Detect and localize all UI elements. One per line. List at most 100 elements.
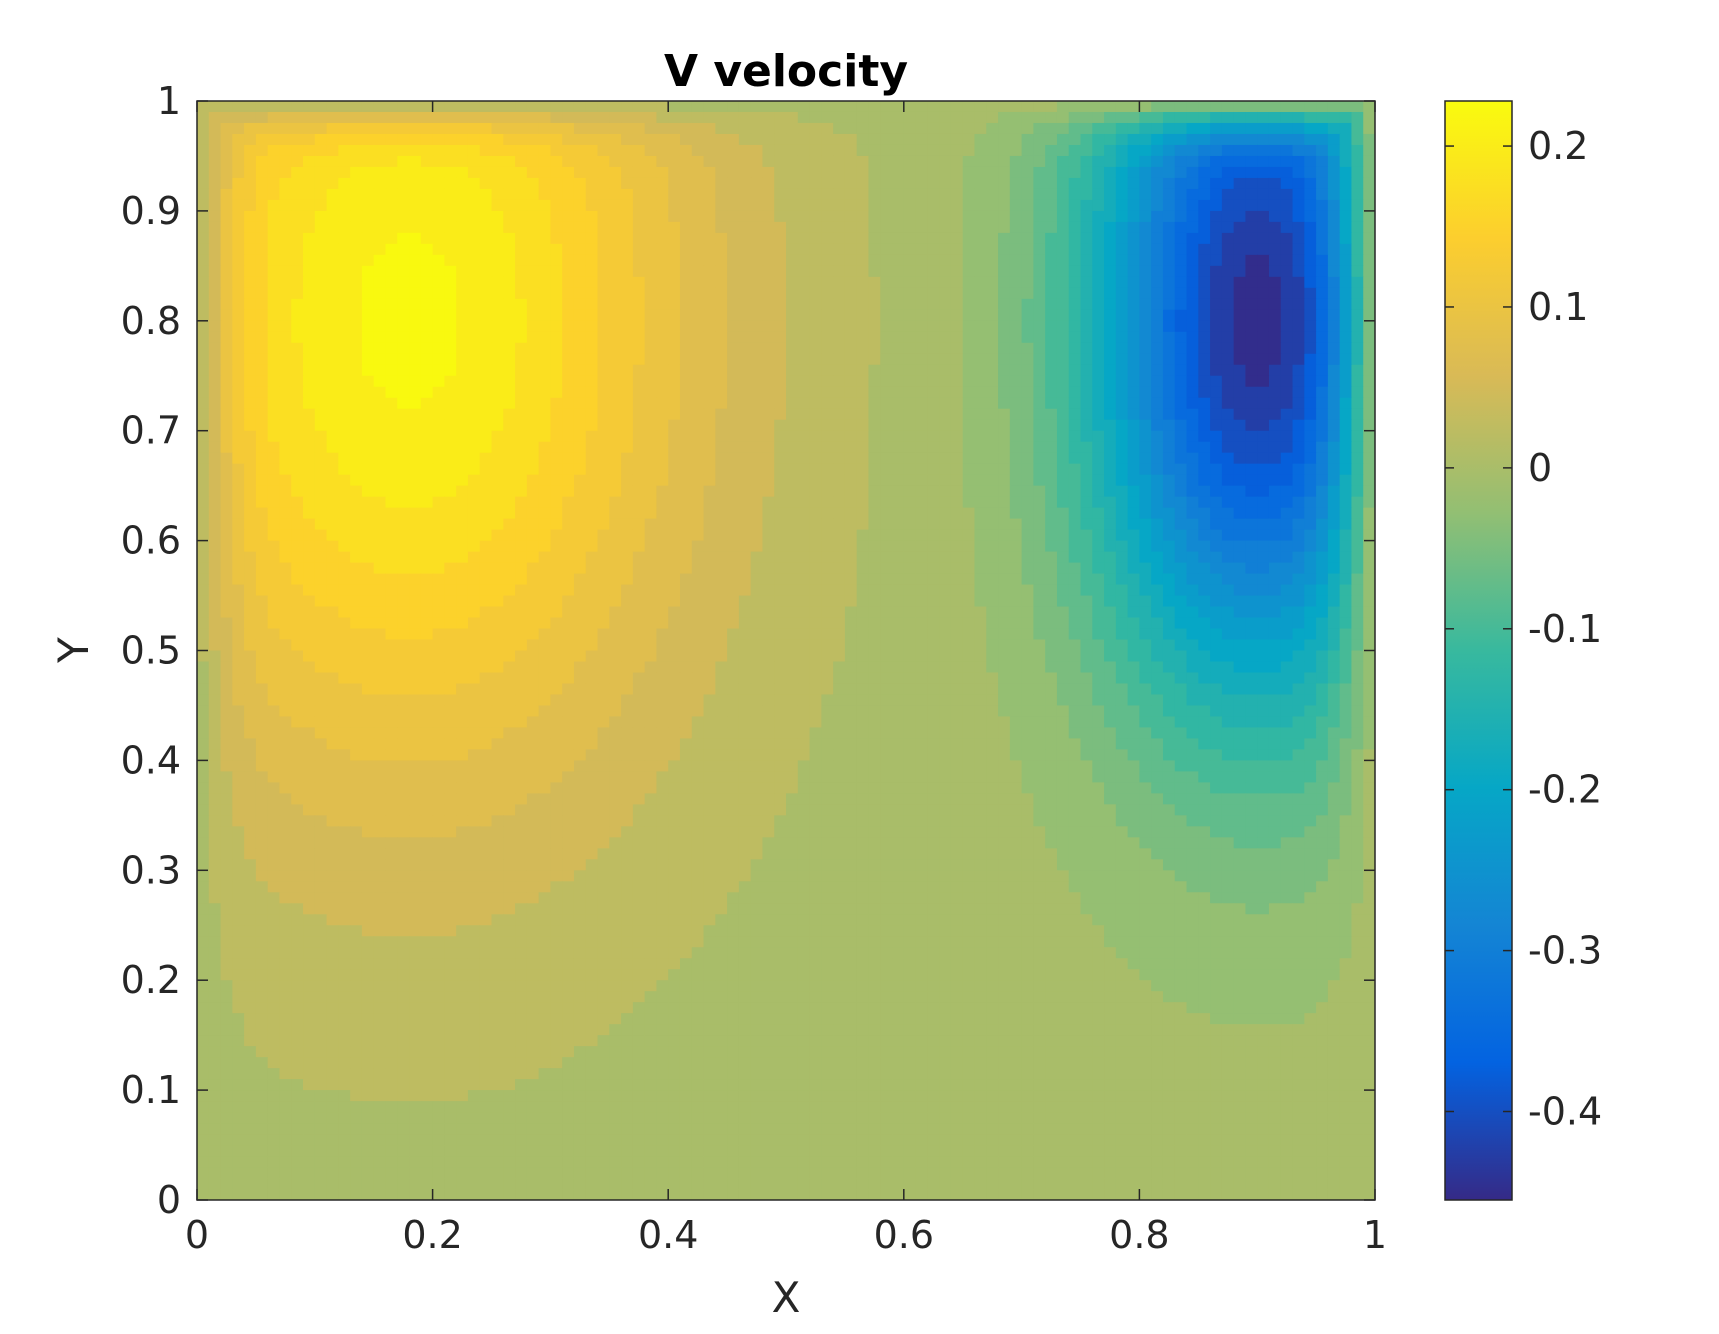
contour-cell xyxy=(279,243,292,256)
contour-cell xyxy=(585,243,599,256)
contour-cell xyxy=(350,452,363,465)
contour-cell xyxy=(738,111,752,124)
contour-cell xyxy=(1351,540,1364,553)
contour-cell xyxy=(774,276,787,289)
contour-cell xyxy=(1080,221,1093,234)
contour-cell xyxy=(1009,452,1023,465)
contour-cell xyxy=(1021,617,1034,630)
contour-cell xyxy=(1009,221,1023,234)
contour-cell xyxy=(1104,199,1117,212)
contour-cell xyxy=(420,639,434,652)
contour-cell xyxy=(974,144,987,157)
contour-cell xyxy=(856,298,870,311)
contour-cell xyxy=(668,122,681,135)
contour-cell xyxy=(1186,529,1199,542)
contour-cell xyxy=(479,276,493,289)
contour-cell xyxy=(1268,397,1282,410)
contour-cell xyxy=(644,639,658,652)
contour-cell xyxy=(1363,254,1375,267)
contour-cell xyxy=(338,276,351,289)
contour-cell xyxy=(573,221,587,234)
contour-cell xyxy=(632,430,646,443)
contour-cell xyxy=(868,485,881,498)
contour-cell xyxy=(1257,430,1270,443)
contour-cell xyxy=(1304,496,1317,509)
contour-cell xyxy=(703,298,716,311)
contour-cell xyxy=(892,573,905,586)
contour-cell xyxy=(915,199,928,212)
contour-cell xyxy=(762,639,775,652)
contour-cell xyxy=(691,562,705,575)
contour-cell xyxy=(1351,144,1364,157)
contour-cell xyxy=(1316,331,1329,344)
contour-cell xyxy=(479,221,493,234)
contour-cell xyxy=(774,331,787,344)
contour-cell xyxy=(1233,320,1247,333)
contour-cell xyxy=(727,584,740,597)
contour-cell xyxy=(1363,111,1375,124)
contour-cell xyxy=(727,101,740,113)
contour-cell xyxy=(679,177,693,190)
contour-cell xyxy=(668,518,681,531)
contour-cell xyxy=(1080,463,1093,476)
contour-cell xyxy=(244,298,257,311)
contour-cell xyxy=(738,397,752,410)
contour-cell xyxy=(597,177,610,190)
contour-cell xyxy=(420,595,434,608)
contour-cell xyxy=(573,386,587,399)
contour-cell xyxy=(1127,298,1140,311)
contour-cell xyxy=(255,287,269,300)
contour-cell xyxy=(361,540,375,553)
contour-cell xyxy=(491,408,504,421)
contour-cell xyxy=(609,342,622,355)
contour-cell xyxy=(927,243,940,256)
contour-cell xyxy=(338,628,351,641)
contour-cell xyxy=(1104,551,1117,564)
contour-cell xyxy=(1257,496,1270,509)
contour-cell xyxy=(833,353,846,366)
contour-cell xyxy=(467,628,481,641)
contour-cell xyxy=(326,155,339,168)
contour-cell xyxy=(444,101,457,113)
contour-cell xyxy=(279,441,292,454)
contour-cell xyxy=(397,199,410,212)
contour-cell xyxy=(456,111,469,124)
contour-cell xyxy=(1033,364,1046,377)
contour-cell xyxy=(1221,199,1235,212)
contour-cell xyxy=(797,529,811,542)
contour-cell xyxy=(444,518,457,531)
contour-cell xyxy=(503,133,516,146)
contour-cell xyxy=(1339,573,1353,586)
contour-cell xyxy=(1292,276,1305,289)
contour-cell xyxy=(1257,243,1270,256)
contour-cell xyxy=(1280,441,1294,454)
contour-cell xyxy=(409,364,422,377)
contour-cell xyxy=(1080,397,1093,410)
contour-cell xyxy=(397,101,410,113)
contour-cell xyxy=(1280,177,1294,190)
contour-cell xyxy=(444,496,457,509)
contour-cell xyxy=(208,276,222,289)
contour-cell xyxy=(1009,243,1023,256)
contour-cell xyxy=(868,540,881,553)
contour-cell xyxy=(1198,562,1211,575)
contour-cell xyxy=(350,144,363,157)
contour-cell xyxy=(232,573,245,586)
contour-cell xyxy=(467,375,481,388)
contour-cell xyxy=(1186,617,1199,630)
contour-cell xyxy=(762,595,775,608)
contour-cell xyxy=(303,155,316,168)
contour-cell xyxy=(644,485,658,498)
contour-cell xyxy=(1045,474,1058,487)
contour-cell xyxy=(1080,452,1093,465)
contour-cell xyxy=(303,529,316,542)
contour-cell xyxy=(1221,562,1235,575)
contour-cell xyxy=(1092,375,1105,388)
contour-cell xyxy=(456,210,469,223)
contour-cell xyxy=(1045,276,1058,289)
contour-cell xyxy=(1221,122,1235,135)
contour-cell xyxy=(621,320,634,333)
contour-cell xyxy=(939,210,952,223)
contour-cell xyxy=(1339,386,1353,399)
contour-cell xyxy=(244,188,257,201)
